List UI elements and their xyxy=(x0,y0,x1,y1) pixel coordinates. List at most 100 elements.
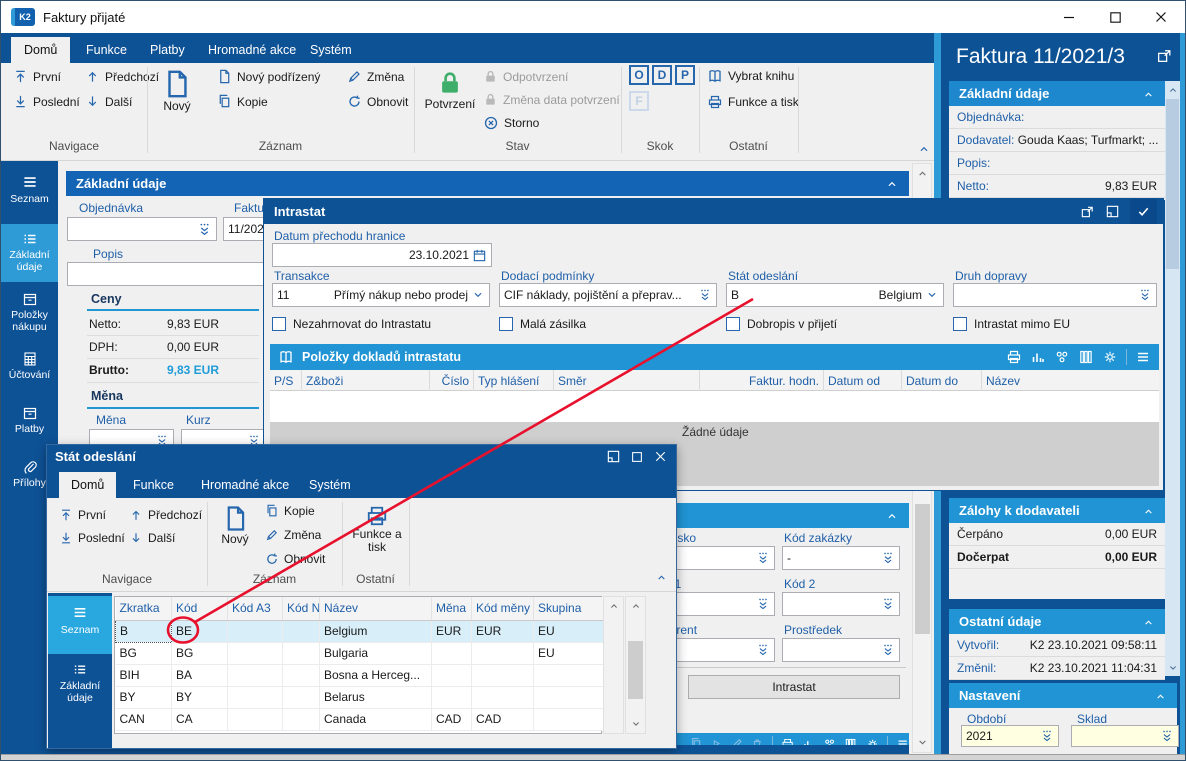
popup-first[interactable]: První xyxy=(59,508,106,522)
menu-icon[interactable] xyxy=(1135,349,1151,365)
sidebar-item-seznam[interactable]: Seznam xyxy=(1,166,58,222)
collapse-icon[interactable] xyxy=(1142,503,1155,518)
druh-dopravy-field[interactable] xyxy=(953,283,1157,307)
scroll-up-icon[interactable] xyxy=(915,166,930,181)
column-header[interactable]: Datum od xyxy=(824,370,902,391)
dropdown-dots-icon[interactable] xyxy=(881,551,895,565)
jump-d-button[interactable]: D xyxy=(652,65,672,85)
print-icon[interactable] xyxy=(1006,349,1022,365)
ribbon-new-child[interactable]: Nový podřízený xyxy=(217,69,320,84)
ribbon-copy[interactable]: Kopie xyxy=(217,94,268,109)
right-scrollbar[interactable] xyxy=(1165,81,1180,676)
dropdown-dots-icon[interactable] xyxy=(881,597,895,611)
column-header[interactable]: Typ hlášení xyxy=(474,370,554,391)
checkbox-dobropis[interactable]: Dobropis v přijetí xyxy=(726,317,837,331)
save-layout-icon[interactable] xyxy=(1105,204,1120,219)
checkbox-icon[interactable] xyxy=(499,317,513,331)
dropdown-dots-icon[interactable] xyxy=(881,643,895,657)
ribbon-confirm-button[interactable]: Potvrzení xyxy=(419,65,481,129)
table-scroll-col[interactable] xyxy=(603,596,624,734)
ribbon-next[interactable]: Další xyxy=(85,94,132,109)
save-layout-icon[interactable] xyxy=(606,449,621,464)
objednavka-field[interactable] xyxy=(67,217,217,241)
checkbox-mimo-eu[interactable]: Intrastat mimo EU xyxy=(953,317,1070,331)
column-header[interactable]: Zkratka xyxy=(115,597,172,621)
popup-sidebar-zakladni[interactable]: Základní údaje xyxy=(48,654,112,722)
collapse-icon[interactable] xyxy=(1142,86,1155,101)
checkbox-nezahrnovat[interactable]: Nezahrnovat do Intrastatu xyxy=(272,317,431,331)
ribbon-select-book[interactable]: Vybrat knihu xyxy=(707,68,794,84)
popup-refresh[interactable]: Obnovit xyxy=(265,552,325,566)
column-header[interactable]: Směr xyxy=(554,370,700,391)
ribbon-new-button[interactable]: Nový xyxy=(151,65,203,129)
checkbox-icon[interactable] xyxy=(726,317,740,331)
popup-tab-hromadne[interactable]: Hromadné akce xyxy=(201,478,290,492)
popup-change[interactable]: Změna xyxy=(265,528,321,542)
column-header[interactable]: P/S xyxy=(270,370,302,391)
chevron-down-icon[interactable] xyxy=(471,288,485,302)
column-header[interactable]: Skupina xyxy=(533,597,604,621)
sidebar-item-polozky-nakupu[interactable]: Položky nákupu xyxy=(1,284,58,342)
dropdown-dots-icon[interactable] xyxy=(197,222,212,237)
column-header[interactable]: Datum do xyxy=(902,370,982,391)
right-section-zalohy[interactable]: Zálohy k dodavateli xyxy=(949,498,1165,523)
columns-icon[interactable] xyxy=(1078,349,1094,365)
dropdown-dots-icon[interactable] xyxy=(1160,729,1174,743)
scroll-up-icon[interactable] xyxy=(606,599,621,613)
table-row[interactable]: BIH BA Bosna a Herceg... xyxy=(115,664,604,687)
popup-scrollbar[interactable] xyxy=(625,596,646,734)
intrastat-titlebar[interactable]: Intrastat xyxy=(264,199,1163,224)
right-section-ostatni[interactable]: Ostatní údaje xyxy=(949,609,1165,634)
column-header[interactable]: Z&boži xyxy=(302,370,430,391)
collapse-icon[interactable] xyxy=(885,508,899,524)
chevron-down-icon[interactable] xyxy=(925,288,939,302)
column-header[interactable]: Kód N3 xyxy=(282,597,320,621)
jump-p-button[interactable]: P xyxy=(675,65,695,85)
chart-icon[interactable] xyxy=(1030,349,1046,365)
tab-system[interactable]: Systém xyxy=(310,43,352,57)
scroll-up-icon[interactable] xyxy=(1166,83,1179,96)
popup-previous[interactable]: Předchozí xyxy=(129,508,202,522)
ribbon-previous[interactable]: Předchozí xyxy=(85,69,159,84)
checkbox-icon[interactable] xyxy=(953,317,967,331)
ribbon-collapse-icon[interactable] xyxy=(917,141,931,156)
popup-ribbon-collapse-icon[interactable] xyxy=(655,570,668,584)
scrollbar-thumb[interactable] xyxy=(628,641,643,699)
collapse-icon[interactable] xyxy=(885,176,899,192)
ribbon-unconfirm[interactable]: Odpotvrzení xyxy=(483,69,568,84)
table-row[interactable]: BY BY Belarus xyxy=(115,686,604,709)
sidebar-item-zakladni-udaje[interactable]: Základní údaje xyxy=(1,224,58,282)
ribbon-functions-print[interactable]: Funkce a tisk xyxy=(707,94,799,110)
tab-funkce[interactable]: Funkce xyxy=(86,43,127,57)
table-row[interactable]: CAN CA Canada CAD CAD xyxy=(115,708,604,731)
table-row[interactable]: BG BG Bulgaria EU xyxy=(115,642,604,665)
scrollbar-thumb[interactable] xyxy=(1166,99,1179,269)
calendar-icon[interactable] xyxy=(472,248,487,263)
dropdown-dots-icon[interactable] xyxy=(1138,288,1152,302)
column-header[interactable]: Číslo xyxy=(430,370,474,391)
ribbon-storno[interactable]: Storno xyxy=(483,115,539,131)
gear-icon[interactable] xyxy=(1102,349,1118,365)
popup-tab-system[interactable]: Systém xyxy=(309,478,351,492)
checkbox-mala-zasilka[interactable]: Malá zásilka xyxy=(499,317,586,331)
stat-odeslani-field[interactable]: B Belgium xyxy=(726,283,944,307)
tab-domu[interactable]: Domů xyxy=(11,37,71,63)
column-header[interactable]: Faktur. hodn. xyxy=(700,370,824,391)
scroll-down-icon[interactable] xyxy=(1166,661,1179,674)
popup-functions-print-button[interactable]: Funkce a tisk xyxy=(349,502,405,568)
ribbon-change-confirm-date[interactable]: Změna data potvrzení xyxy=(483,92,620,107)
ribbon-refresh[interactable]: Obnovit xyxy=(347,94,408,109)
tab-hromadne-akce[interactable]: Hromadné akce xyxy=(208,43,297,57)
right-section-nastaveni[interactable]: Nastavení xyxy=(949,683,1177,708)
scroll-down-icon[interactable] xyxy=(628,717,643,731)
popup-last[interactable]: Poslední xyxy=(59,531,125,545)
jump-o-button[interactable]: O xyxy=(629,65,649,85)
datum-field[interactable]: 23.10.2021 xyxy=(272,243,492,267)
ribbon-last[interactable]: Poslední xyxy=(13,94,80,109)
column-header[interactable]: Název xyxy=(986,373,1021,388)
column-header[interactable]: Kód měny xyxy=(471,597,534,621)
sklad-combo[interactable] xyxy=(1071,725,1179,747)
dropdown-dots-icon[interactable] xyxy=(698,288,712,302)
dropdown-dots-icon[interactable] xyxy=(756,597,770,611)
close-button[interactable] xyxy=(1141,2,1181,32)
